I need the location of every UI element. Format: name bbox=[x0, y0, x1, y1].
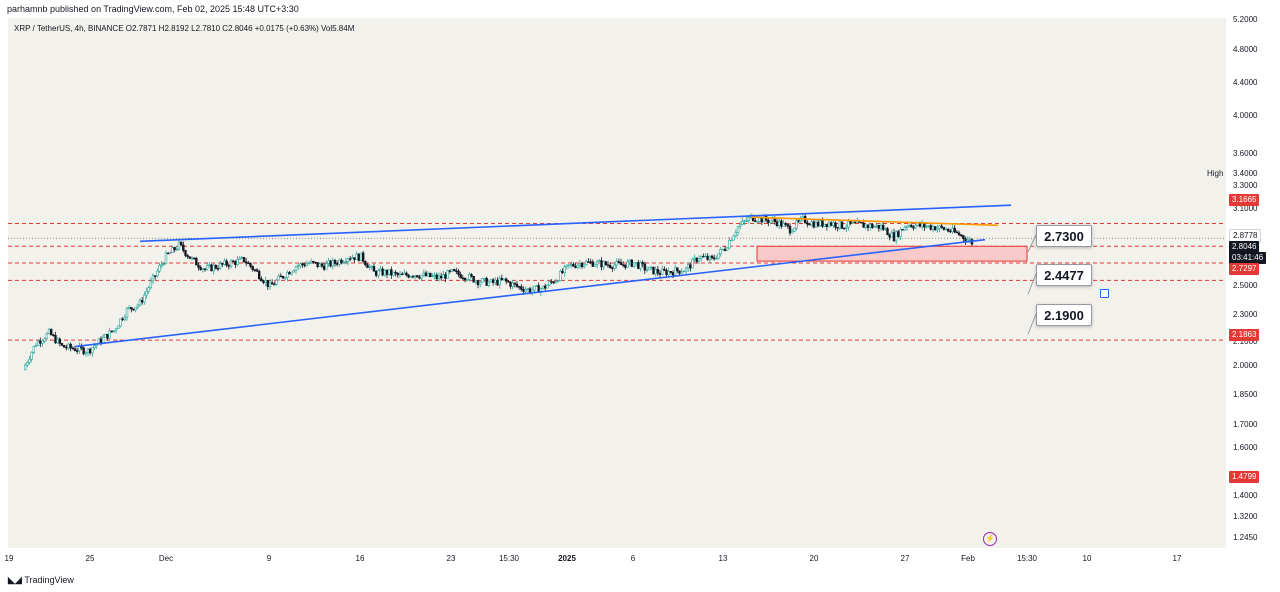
price-label: 2.3000 bbox=[1233, 310, 1258, 319]
high-label: High bbox=[1207, 169, 1224, 178]
symbol-info: XRP / TetherUS, 4h, BINANCE O2.7871 H2.8… bbox=[14, 24, 355, 33]
price-axis[interactable] bbox=[1226, 18, 1280, 548]
time-label: 2025 bbox=[558, 554, 576, 563]
current-price-tag: 2.8046 bbox=[1229, 241, 1260, 253]
lightning-icon[interactable]: ⚡ bbox=[983, 532, 997, 546]
price-label: 2.5000 bbox=[1233, 281, 1258, 290]
time-label: 6 bbox=[630, 554, 636, 563]
price-label: 1.2450 bbox=[1233, 533, 1258, 542]
price-label: 3.3000 bbox=[1233, 181, 1258, 190]
time-label: 19 bbox=[4, 554, 14, 563]
price-label: 4.0000 bbox=[1233, 111, 1258, 120]
price-label: 3.4000 bbox=[1233, 169, 1258, 178]
price-label: 4.8000 bbox=[1233, 45, 1258, 54]
drawing-handle[interactable] bbox=[1100, 289, 1109, 298]
publish-text: parhamnb published on TradingView.com, F… bbox=[7, 4, 299, 14]
price-label: 1.7000 bbox=[1233, 420, 1258, 429]
time-label: 27 bbox=[900, 554, 910, 563]
price-label: 4.4000 bbox=[1233, 78, 1258, 87]
price-callout-2-1900[interactable]: 2.1900 bbox=[1036, 304, 1092, 326]
price-label: 2.0000 bbox=[1233, 361, 1258, 370]
time-label: 10 bbox=[1082, 554, 1092, 563]
time-label: 9 bbox=[266, 554, 272, 563]
price-callout-2-7300[interactable]: 2.7300 bbox=[1036, 225, 1092, 247]
time-label: 15:30 bbox=[1016, 554, 1038, 563]
publish-header: parhamnb published on TradingView.com, F… bbox=[0, 0, 1280, 18]
time-label: 15:30 bbox=[498, 554, 520, 563]
price-label: 1.3200 bbox=[1233, 512, 1258, 521]
time-label: 13 bbox=[718, 554, 728, 563]
price-label: 1.6000 bbox=[1233, 443, 1258, 452]
time-label: Dec bbox=[158, 554, 174, 563]
tradingview-logo-icon: ◣◢ bbox=[8, 575, 25, 585]
time-label: 25 bbox=[85, 554, 95, 563]
time-label: 20 bbox=[809, 554, 819, 563]
time-axis[interactable] bbox=[0, 548, 1280, 570]
footer: ◣◢ TradingView bbox=[0, 570, 1280, 592]
level-tag-1-4799: 1.4799 bbox=[1229, 471, 1260, 483]
price-label: 3.1000 bbox=[1233, 204, 1258, 213]
time-label: Feb bbox=[961, 554, 975, 563]
time-label: 23 bbox=[446, 554, 456, 563]
tradingview-logo: ◣◢ TradingView bbox=[8, 575, 74, 586]
level-tag-3-1665: 3.1665 bbox=[1229, 194, 1260, 206]
price-label: 2.1000 bbox=[1233, 337, 1258, 346]
time-label: 17 bbox=[1172, 554, 1182, 563]
price-label: 3.6000 bbox=[1233, 149, 1258, 158]
time-label: 16 bbox=[355, 554, 365, 563]
level-tag-2-7297: 2.7297 bbox=[1229, 263, 1260, 275]
bar-countdown: 03:41:46 bbox=[1229, 252, 1267, 264]
level-tag-2-1863: 2.1863 bbox=[1229, 329, 1260, 341]
price-label: 1.4000 bbox=[1233, 491, 1258, 500]
price-label: 1.8500 bbox=[1233, 390, 1258, 399]
price-label: 5.2000 bbox=[1233, 15, 1258, 24]
brand-name: TradingView bbox=[24, 575, 74, 585]
price-callout-2-4477[interactable]: 2.4477 bbox=[1036, 264, 1092, 286]
